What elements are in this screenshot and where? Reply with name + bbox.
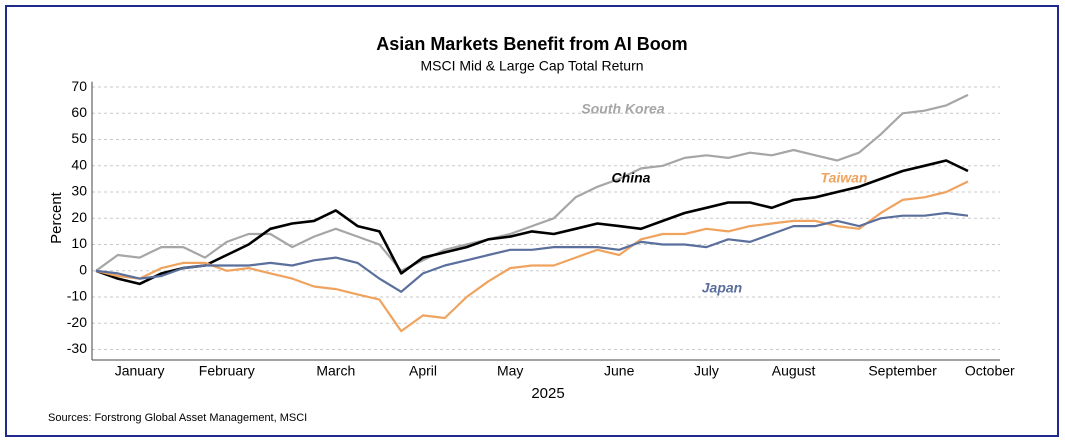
x-tick-label: October [965,363,1015,379]
y-tick-label: -20 [67,314,87,330]
x-tick-label: September [868,363,937,379]
y-tick-label: 20 [71,209,87,225]
y-tick-label: 0 [79,261,87,277]
y-tick-label: 10 [71,235,87,251]
x-tick-label: August [772,363,816,379]
chart-title: Asian Markets Benefit from AI Boom [376,34,687,54]
series-line [95,159,969,286]
y-tick-label: 70 [71,78,87,94]
y-tick-label: -30 [67,340,87,356]
series-label: Japan [702,280,742,296]
x-tick-label: April [409,363,437,379]
x-tick-label: July [694,363,719,379]
y-tick-label: -10 [67,288,87,304]
y-tick-label: 40 [71,156,87,172]
series-line [95,180,969,333]
y-tick-label: 60 [71,104,87,120]
frame [5,5,1059,437]
series-line [95,93,969,272]
series-label: China [612,170,651,186]
y-tick-label: 30 [71,183,87,199]
x-axis-label: 2025 [531,385,564,402]
y-axis-label: Percent [48,191,65,244]
chart-subtitle: MSCI Mid & Large Cap Total Return [420,58,643,74]
source-note: Sources: Forstrong Global Asset Manageme… [48,412,307,424]
x-tick-label: June [604,363,635,379]
x-tick-label: February [199,363,255,379]
series-label: Taiwan [821,170,868,186]
x-tick-label: January [115,363,165,379]
series-line [95,211,969,293]
x-tick-label: March [316,363,355,379]
x-tick-label: May [497,363,523,379]
series-label: South Korea [581,101,664,117]
y-tick-label: 50 [71,130,87,146]
